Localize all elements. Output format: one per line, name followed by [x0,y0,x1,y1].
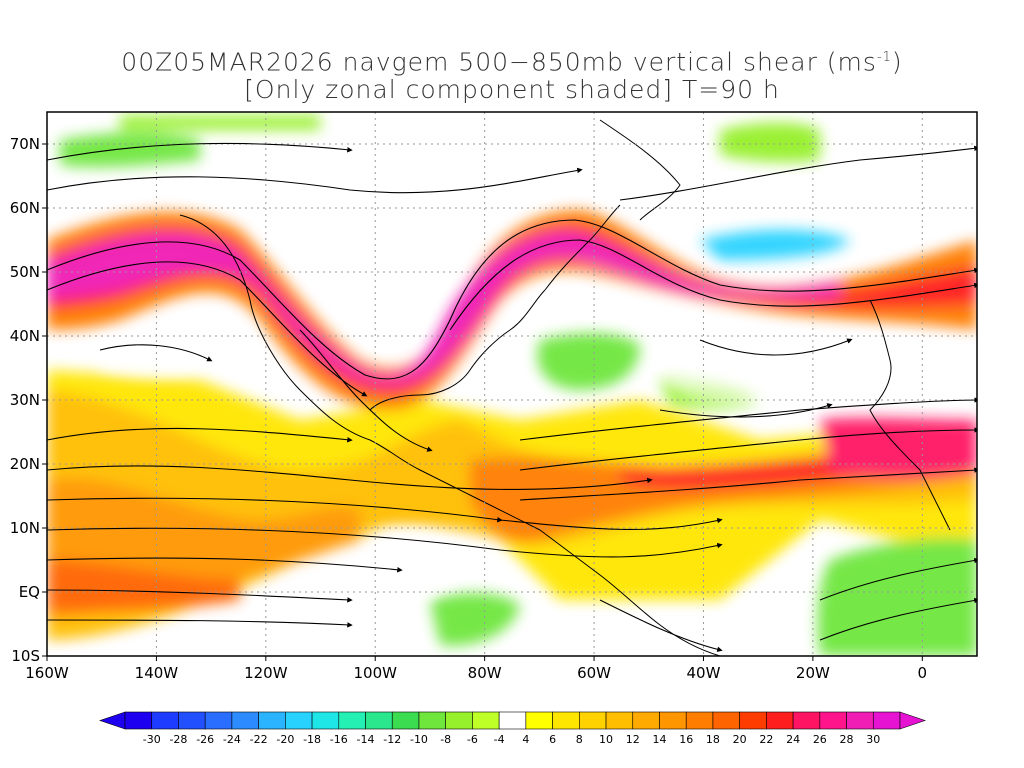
colorbar-label: 18 [706,733,720,746]
colorbar-swatch [685,711,714,730]
lon-tick-label: 0 [918,664,928,682]
colorbar-label: 22 [759,733,773,746]
colorbar-swatch [445,711,473,730]
colorbar: -30 -28 -26 -24 -22 -20 -18 -16 -14 -12 -10 -8 -6 -4 4… [99,711,926,746]
lat-tick-label: 60N [10,199,40,217]
title-line-1-main: 00Z05MAR2026 navgem 500−850mb vertical s… [121,47,877,77]
neutral-areas [100,336,848,601]
colorbar-label: -24 [223,733,241,746]
colorbar-swatch [311,711,340,730]
lat-tick-label: 10N [10,519,40,537]
colorbar-label: 16 [679,733,693,746]
colorbar-swatch [659,711,687,730]
colorbar-swatch [418,711,446,730]
title-unit-exponent: -1 [876,50,892,65]
title-line-1: 00Z05MAR2026 navgem 500−850mb vertical s… [0,44,1024,76]
lon-tick-label: 80W [468,664,502,682]
lat-tick-label: 30N [10,391,40,409]
colorbar-label: -30 [143,733,161,746]
lat-tick-label: 40N [10,327,40,345]
colorbar-over-triangle [899,711,926,730]
colorbar-swatch [579,711,607,730]
colorbar-swatch [472,711,500,730]
colorbar-swatch [605,711,634,730]
colorbar-label: -10 [410,733,428,746]
lon-tick-label: 60W [577,664,611,682]
colorbar-label: -20 [276,733,294,746]
colorbar-label: 28 [840,733,854,746]
colorbar-swatch [151,711,179,730]
colorbar-label: -8 [440,733,451,746]
colorbar-swatch [872,711,901,730]
colorbar-swatch [632,711,660,730]
colorbar-label: 12 [626,733,640,746]
lon-tick-label: 20W [796,664,830,682]
lat-tick-label: 70N [10,135,40,153]
colorbar-swatch [391,711,420,730]
colorbar-swatch [712,711,740,730]
colorbar-swatch [792,711,821,730]
colorbar-label: -18 [303,733,321,746]
lat-tick-label: 10S [11,647,40,665]
lat-tick-label: EQ [19,583,40,601]
colorbar-swatch [498,711,527,730]
colorbar-label: 20 [733,733,747,746]
colorbar-label: 30 [866,733,880,746]
colorbar-label: 14 [652,733,666,746]
title-line-2: [Only zonal component shaded] T=90 h [244,75,780,105]
colorbar-label: -4 [494,733,505,746]
lon-tick-label: 40W [687,664,721,682]
title-line-1-close: ) [891,47,903,77]
lon-tick-label: 140W [135,664,179,682]
colorbar-label: 8 [576,733,583,746]
colorbar-swatch [258,711,286,730]
lon-tick-label: 160W [25,664,69,682]
colorbar-label: 24 [786,733,800,746]
graticule-grid [47,112,977,656]
map-plot-area [47,112,977,656]
lat-tick-label: 50N [10,263,40,281]
longitude-axis-labels: 160W 140W 120W 100W 80W 60W 40W 20W 0 [25,656,927,682]
colorbar-label: -26 [196,733,214,746]
map-frame [46,111,978,657]
lat-tick-label: 20N [10,455,40,473]
colorbar-label: -14 [357,733,375,746]
colorbar-swatch [525,711,553,730]
colorbar-swatch [365,711,393,730]
lon-tick-label: 120W [244,664,288,682]
colorbar-label: -28 [169,733,187,746]
colorbar-swatch [846,711,874,730]
colorbar-label: -22 [250,733,268,746]
colorbar-swatch [204,711,233,730]
colorbar-swatch [338,711,366,730]
latitude-axis-labels: 70N 60N 50N 40N 30N 20N 10N EQ 10S [10,135,47,665]
colorbar-label: -16 [330,733,348,746]
colorbar-label: -12 [383,733,401,746]
coastlines [179,119,951,656]
colorbar-swatch [285,711,313,730]
streamlines [47,142,977,653]
colorbar-label: 4 [522,733,529,746]
colorbar-swatch [124,711,153,730]
shear-shading-layer [47,115,977,656]
colorbar-swatch [552,711,580,730]
figure-title: 00Z05MAR2026 navgem 500−850mb vertical s… [0,44,1024,104]
colorbar-label: 6 [549,733,556,746]
colorbar-label: 10 [599,733,613,746]
colorbar-swatch [819,711,847,730]
colorbar-label: 26 [813,733,827,746]
lon-tick-label: 100W [354,664,398,682]
colorbar-swatch [766,711,794,730]
colorbar-swatch [231,711,259,730]
colorbar-swatch [178,711,206,730]
colorbar-swatch [739,711,767,730]
colorbar-under-triangle [99,711,126,730]
colorbar-label: -6 [467,733,478,746]
